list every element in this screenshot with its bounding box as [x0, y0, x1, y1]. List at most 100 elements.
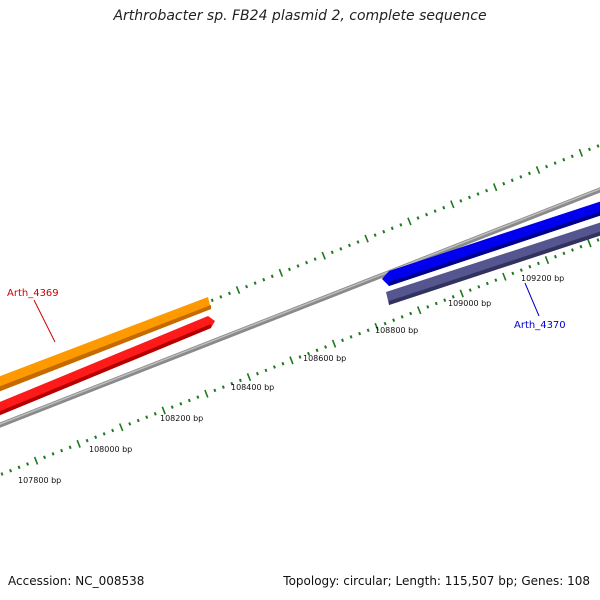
sequence-backbone-highlight	[0, 188, 600, 425]
major-tick	[76, 439, 81, 448]
minor-tick	[253, 281, 257, 285]
minor-tick	[510, 178, 514, 183]
minor-tick	[443, 298, 447, 302]
minor-tick	[358, 331, 362, 336]
minor-tick	[339, 247, 343, 251]
minor-tick	[51, 452, 55, 456]
major-tick	[321, 251, 326, 260]
minor-tick	[111, 428, 115, 433]
minor-tick	[313, 257, 317, 261]
minor-tick	[187, 398, 191, 403]
minor-tick	[527, 171, 531, 176]
minor-tick	[392, 318, 396, 322]
accession-text: Accession: NC_008538	[8, 574, 145, 588]
minor-tick	[416, 216, 420, 220]
major-tick	[535, 165, 541, 175]
minor-tick	[587, 147, 591, 152]
minor-tick	[467, 195, 471, 200]
major-tick	[204, 389, 209, 398]
minor-tick	[196, 395, 200, 399]
minor-tick	[485, 281, 489, 286]
minor-tick	[545, 164, 549, 169]
major-tick	[278, 268, 284, 277]
minor-tick	[502, 181, 506, 186]
minor-tick	[264, 368, 268, 373]
minor-tick	[366, 328, 370, 333]
major-tick	[331, 339, 337, 348]
minor-tick	[519, 268, 523, 272]
minor-tick	[94, 435, 98, 439]
major-tick	[450, 200, 455, 209]
minor-tick	[298, 355, 302, 359]
minor-tick	[553, 161, 557, 165]
minor-tick	[536, 261, 540, 266]
minor-tick	[562, 157, 566, 162]
minor-tick	[296, 264, 300, 268]
minor-tick	[596, 238, 600, 242]
major-tick	[289, 356, 294, 365]
tick-label-group: 107800 bp 108000 bp 108200 bp 108400 bp …	[18, 274, 564, 485]
major-tick	[459, 289, 464, 298]
minor-tick	[349, 335, 353, 339]
minor-tick	[219, 295, 223, 299]
sequence-backbone	[0, 187, 600, 428]
gene-label-arth-4369[interactable]: Arth_4369	[7, 288, 59, 299]
minor-tick	[399, 223, 403, 227]
minor-tick	[373, 233, 377, 237]
minor-tick	[485, 188, 489, 193]
minor-tick	[272, 365, 276, 369]
minor-tick	[382, 229, 386, 234]
gene-arth-4370-outer-shade	[389, 211, 600, 286]
minor-tick	[9, 468, 13, 473]
minor-tick	[210, 298, 214, 303]
major-tick	[161, 406, 166, 415]
minor-tick	[227, 291, 231, 296]
minor-tick	[409, 311, 413, 316]
major-tick	[407, 217, 412, 226]
minor-tick	[400, 315, 404, 319]
minor-tick	[136, 418, 140, 423]
major-tick	[587, 239, 592, 248]
minor-tick	[562, 251, 566, 256]
minor-tick	[60, 448, 64, 453]
minor-tick	[519, 175, 523, 179]
gene-label-leader-arth-4370	[524, 282, 540, 317]
major-tick	[416, 306, 422, 315]
minor-tick	[43, 455, 47, 460]
major-tick	[246, 373, 252, 382]
major-tick	[502, 272, 507, 281]
minor-tick	[511, 271, 515, 276]
minor-tick	[145, 415, 149, 419]
map-title: Arthrobacter sp. FB24 plasmid 2, complet…	[113, 8, 487, 24]
minor-tick	[383, 321, 387, 326]
gene-arth-4369-outer-shade	[0, 305, 211, 392]
minor-tick	[68, 445, 72, 450]
minor-tick	[433, 209, 437, 213]
major-tick	[544, 256, 550, 265]
tick-label: 108400 bp	[231, 383, 274, 392]
topology-summary-text: Topology: circular; Length: 115,507 bp; …	[283, 574, 590, 588]
minor-tick	[315, 348, 319, 353]
tick-label: 108800 bp	[375, 326, 418, 335]
minor-tick	[324, 345, 328, 349]
minor-tick	[287, 267, 291, 272]
minor-tick	[170, 405, 174, 409]
tick-label: 108600 bp	[303, 354, 346, 363]
tick-label: 107800 bp	[18, 476, 61, 485]
minor-tick	[307, 351, 311, 356]
gene-arth-4370-outer-arrow[interactable]	[382, 200, 600, 286]
minor-tick	[570, 154, 574, 159]
minor-tick	[459, 199, 463, 203]
major-tick	[33, 456, 39, 465]
minor-tick	[0, 472, 4, 476]
tick-label: 108000 bp	[89, 445, 132, 454]
minor-tick	[255, 371, 259, 376]
major-tick	[118, 423, 124, 432]
minor-tick	[85, 438, 89, 443]
gene-label-arth-4370[interactable]: Arth_4370	[514, 320, 566, 331]
inner-tick-track	[0, 238, 600, 476]
tick-label: 108200 bp	[160, 414, 203, 423]
minor-tick	[468, 288, 472, 292]
minor-tick	[221, 385, 225, 389]
